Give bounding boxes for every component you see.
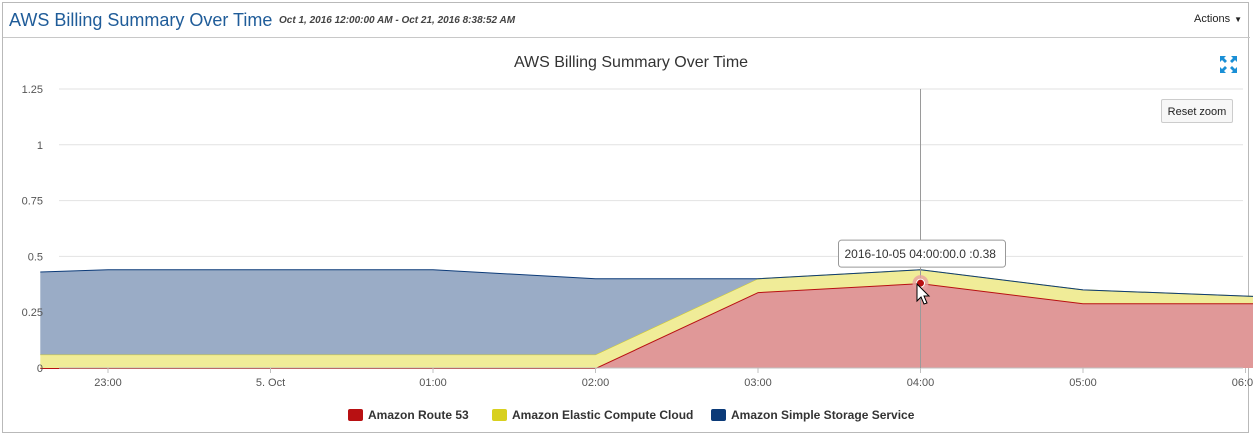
fullscreen-expand-icon[interactable] <box>1220 56 1237 73</box>
actions-menu-button[interactable]: Actions ▼ <box>1194 13 1242 25</box>
caret-down-icon: ▼ <box>1234 15 1242 24</box>
actions-label: Actions <box>1194 13 1231 25</box>
reset-zoom-button[interactable]: Reset zoom <box>1161 99 1233 123</box>
date-range: Oct 1, 2016 12:00:00 AM - Oct 21, 2016 8… <box>279 15 516 26</box>
panel-title: AWS Billing Summary Over Time <box>9 10 273 30</box>
header-divider <box>3 37 1250 38</box>
